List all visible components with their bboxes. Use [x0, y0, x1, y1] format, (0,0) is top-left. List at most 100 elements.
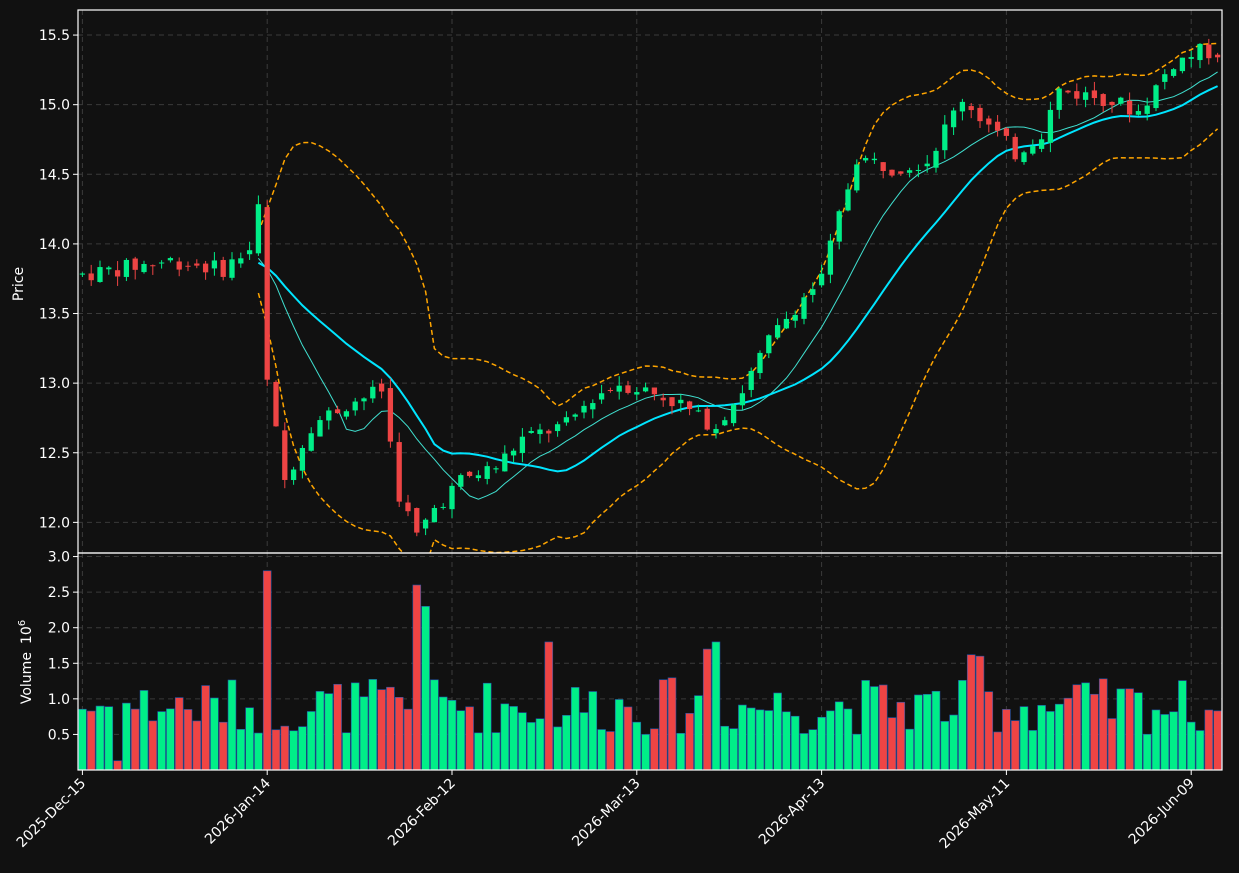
candle [1170, 68, 1177, 78]
lower-band-line [257, 128, 1219, 553]
volume-bar [377, 689, 386, 771]
volume-bar [914, 694, 923, 771]
short-average-line [258, 71, 1218, 500]
volume-bar [113, 760, 122, 771]
candle [273, 380, 279, 427]
candle-body [898, 171, 904, 174]
volume-bar [1151, 709, 1161, 771]
candle [194, 259, 200, 269]
volume-bar [1107, 718, 1117, 771]
candle-body [616, 385, 622, 392]
volume-bar [403, 708, 413, 771]
candle [792, 310, 798, 328]
volume-bar [905, 728, 914, 771]
volume-bar [394, 696, 404, 771]
candle-body [598, 393, 605, 400]
candle [405, 494, 411, 517]
volume-bar [570, 687, 580, 771]
volume-bar [870, 686, 879, 771]
candle-body [994, 121, 1001, 131]
candle-body [722, 420, 728, 426]
candle [141, 260, 147, 274]
candle-body [1214, 54, 1221, 58]
candle-body [273, 381, 279, 427]
volume-bar [993, 731, 1002, 771]
candle-body [748, 370, 754, 390]
candle-body [959, 101, 966, 112]
candle [994, 115, 1001, 137]
candle-body [924, 163, 930, 167]
candle-body [334, 409, 341, 414]
x-tick-label: 2026-Apr-13 [756, 776, 829, 849]
volume-bar [641, 734, 650, 771]
candle [1126, 92, 1133, 123]
candle-body [546, 430, 552, 434]
volume-bar [1116, 688, 1126, 771]
candle [264, 200, 270, 387]
candle [326, 407, 332, 430]
candle [387, 378, 394, 448]
candle [510, 448, 517, 463]
candle [299, 445, 306, 479]
volume-axis-label-exponent-power: 6 [17, 620, 28, 626]
candle [114, 261, 121, 286]
candle-body [132, 258, 138, 270]
candle [669, 397, 675, 415]
candle-body [792, 314, 798, 321]
volume-bar [1160, 714, 1170, 771]
volume-bar [773, 692, 782, 771]
candle-body [299, 447, 306, 471]
candle [774, 318, 781, 340]
candle-body [968, 106, 974, 111]
candle-body [730, 404, 737, 424]
candle [537, 423, 543, 444]
volume-bar [254, 732, 263, 771]
volume-bar [386, 686, 395, 771]
candle [713, 424, 719, 439]
volume-bar [447, 700, 457, 771]
candle [255, 195, 262, 256]
candle-body [493, 468, 499, 470]
candle-body [114, 270, 121, 277]
volume-bar [685, 713, 694, 771]
candle-body [255, 204, 262, 254]
candle [1100, 93, 1106, 113]
upper-band-line [257, 42, 1218, 407]
price-axis: 12.0 12.5 13.0 13.5 14.0 14.5 15.0 15.5 [39, 28, 78, 531]
volume-bar [306, 711, 316, 771]
candle [352, 397, 358, 416]
x-axis: 2025-Dec-15 2026-Jan-14 2026-Feb-12 2026-Ma… [14, 770, 1198, 852]
volume-bar [465, 706, 474, 771]
volume-bar [579, 712, 589, 771]
candle [1056, 87, 1062, 119]
volume-bar [350, 682, 360, 771]
candle-body [264, 207, 270, 380]
candle-body [669, 397, 675, 407]
candle [519, 428, 526, 463]
volume-bar [412, 584, 422, 771]
volume-bar [949, 714, 958, 771]
volume-bar [210, 697, 219, 771]
candle [590, 399, 596, 419]
candle [1021, 150, 1027, 165]
volume-bar [702, 648, 712, 771]
candle-body [387, 388, 394, 442]
candle [836, 209, 842, 250]
candle-body [695, 410, 702, 412]
volume-bar [333, 683, 342, 771]
candle-body [572, 414, 578, 417]
candle-body [739, 393, 746, 406]
volume-axis-label-text: Volume [19, 652, 35, 704]
candle-body [678, 399, 684, 404]
candle [1082, 86, 1089, 108]
candle-body [625, 385, 631, 393]
candle [959, 98, 966, 121]
candle-body [906, 170, 913, 173]
candle [730, 403, 737, 427]
candle [801, 293, 807, 325]
volume-bar [482, 682, 492, 771]
candle [1030, 139, 1036, 156]
candle [642, 382, 649, 393]
candle-body [396, 442, 402, 502]
candle-body [1056, 88, 1062, 110]
